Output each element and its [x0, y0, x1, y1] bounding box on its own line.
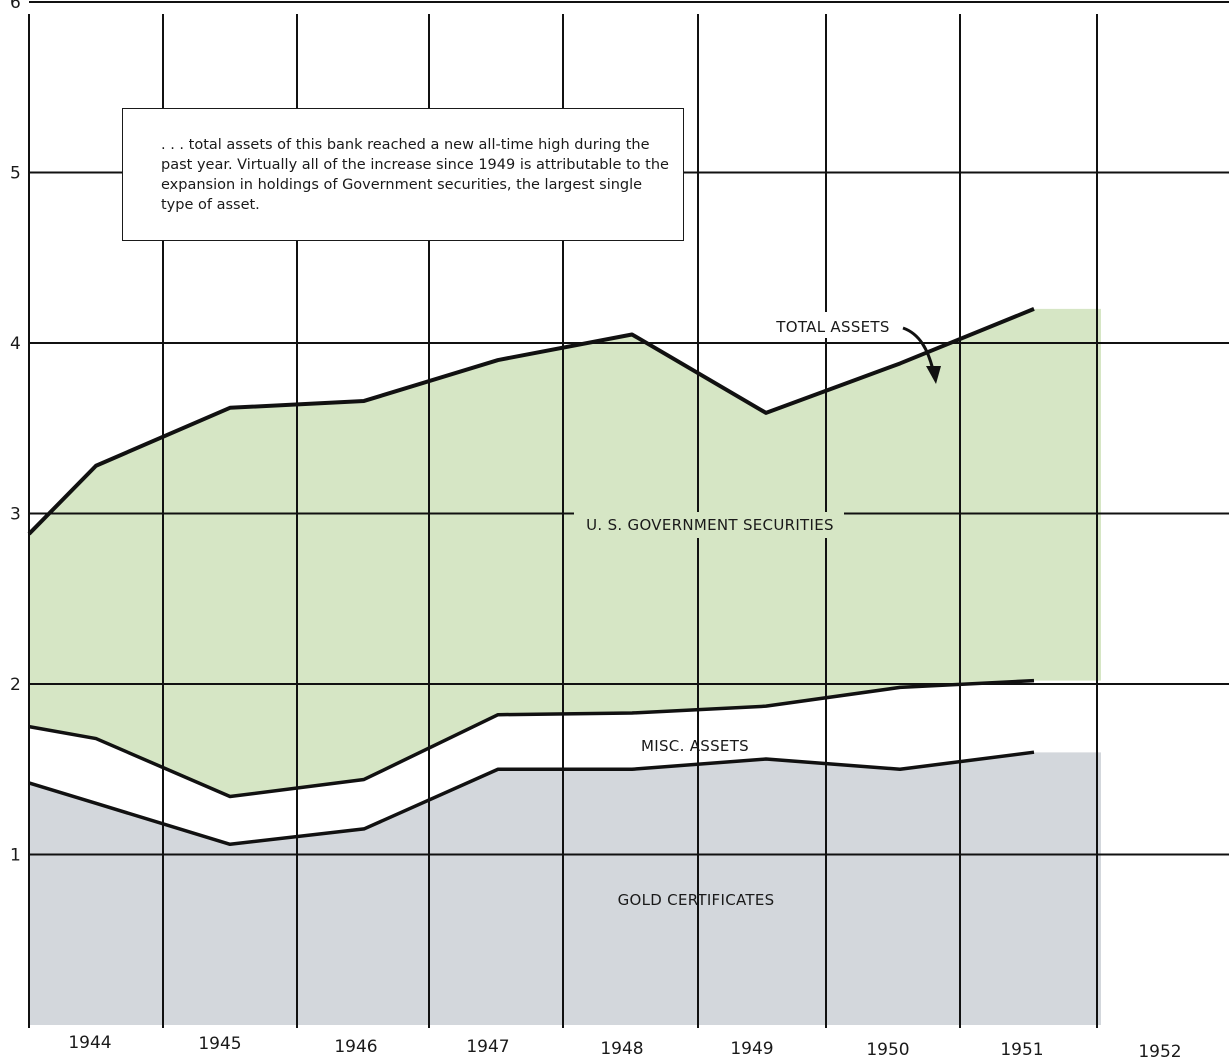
x-tick-label: 1945 — [198, 1034, 241, 1054]
total-assets-line — [27, 307, 1035, 536]
government-securities-label: U. S. GOVERNMENT SECURITIES — [586, 516, 834, 534]
x-axis-ticks: 1944 1945 1946 1947 1948 1949 1950 1951 1952 — [68, 1033, 1181, 1060]
x-tick-label: 1949 — [730, 1039, 773, 1059]
annotation-text: . . . total assets of this bank reached … — [161, 137, 669, 213]
y-axis-ticks: 1 2 3 4 5 6 — [10, 0, 21, 866]
annotation-box: . . . total assets of this bank reached … — [122, 108, 684, 241]
x-tick-label: 1947 — [466, 1037, 509, 1057]
total-assets-arrow — [902, 326, 935, 371]
chart-areas — [29, 308, 1101, 1025]
y-tick-label: 3 — [10, 505, 21, 525]
gold-certificates-line — [28, 750, 1035, 847]
x-tick-label: 1952 — [1138, 1042, 1181, 1060]
total-assets-label: TOTAL ASSETS — [775, 318, 889, 336]
x-tick-label: 1944 — [68, 1033, 111, 1053]
total-assets-label-bg — [762, 312, 902, 338]
y-tick-label: 1 — [10, 846, 21, 866]
total-assets-arrowhead — [926, 366, 941, 384]
x-tick-label: 1950 — [866, 1040, 909, 1060]
y-tick-label: 2 — [10, 675, 21, 695]
gold-certificates-label: GOLD CERTIFICATES — [618, 891, 775, 909]
x-tick-label: 1951 — [1000, 1040, 1043, 1060]
x-tick-label: 1946 — [334, 1037, 377, 1057]
government-securities-label-bg — [574, 512, 844, 538]
x-tick-label: 1948 — [600, 1039, 643, 1059]
chart-series-lines — [27, 307, 1035, 847]
y-tick-label: 4 — [10, 334, 21, 354]
misc-assets-line — [28, 678, 1035, 799]
misc-assets-label: MISC. ASSETS — [641, 737, 749, 755]
y-tick-label: 5 — [10, 164, 21, 184]
y-tick-label: 6 — [10, 0, 21, 13]
